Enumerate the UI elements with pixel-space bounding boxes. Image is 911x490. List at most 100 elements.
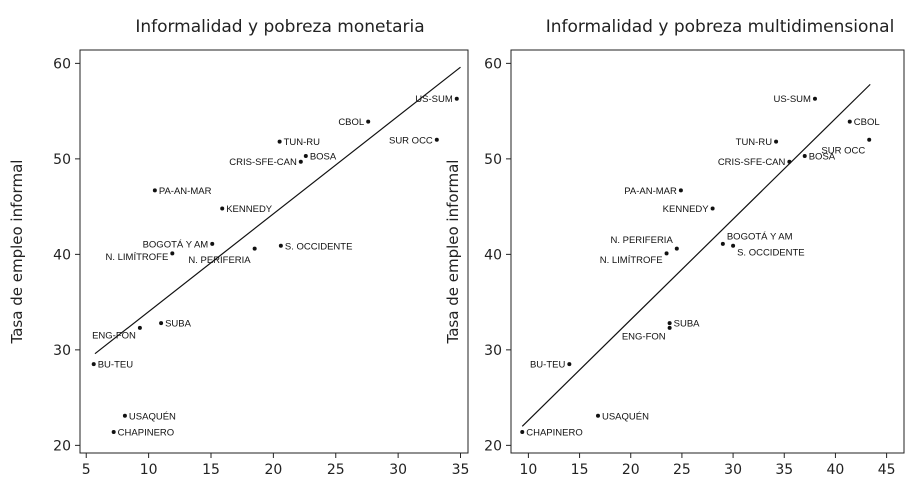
point-bogota-y-am	[720, 241, 725, 246]
fit-line	[94, 66, 461, 355]
point-label-us-sum: US-SUM	[415, 94, 453, 105]
point-bosa	[303, 154, 308, 159]
y-tick-label: 20	[53, 438, 71, 454]
point-label-sur-occ: SUR OCC	[821, 145, 865, 156]
x-tick-label: 10	[140, 462, 158, 478]
x-tick-label: 20	[622, 462, 640, 478]
point-kennedy	[710, 206, 715, 211]
point-label-cbol: CBOL	[854, 117, 880, 128]
point-label-eng-fon: ENG-FON	[92, 330, 136, 341]
point-bu-teu	[91, 362, 96, 367]
x-tick-label: 35	[452, 462, 470, 478]
x-tick-label: 20	[264, 462, 282, 478]
point-label-bu-teu: BU-TEU	[98, 360, 134, 371]
y-tick-label: 50	[53, 152, 71, 168]
point-label-bogota-y-am: BOGOTÁ Y AM	[727, 231, 793, 242]
point-label-bosa: BOSA	[310, 152, 337, 163]
point-cris-sfe-can	[787, 159, 792, 164]
point-tun-ru	[277, 139, 282, 144]
y-axis-label: Tasa de empleo informal	[8, 160, 26, 345]
point-chapinero	[520, 429, 525, 434]
chart-title: Informalidad y pobreza monetaria	[135, 17, 424, 37]
point-label-sur-occ: SUR OCC	[389, 135, 433, 146]
point-tun-ru	[774, 139, 779, 144]
point-label-usaquen: USAQUÉN	[602, 411, 649, 422]
point-cbol	[366, 119, 371, 124]
point-pa-an-mar	[152, 188, 157, 193]
point-label-bosa: BOSA	[809, 152, 836, 163]
point-label-tun-ru: TUN-RU	[736, 137, 773, 148]
point-pa-an-mar	[678, 188, 683, 193]
point-label-tun-ru: TUN-RU	[284, 137, 321, 148]
point-n-limitrofe	[664, 251, 669, 256]
point-label-usaquen: USAQUÉN	[129, 411, 176, 422]
chart-panel-multidimensional: Informalidad y pobreza multidimensional T…	[444, 17, 905, 478]
y-tick-label: 60	[53, 56, 71, 72]
point-label-chapinero: CHAPINERO	[118, 427, 174, 438]
point-usaquen	[122, 413, 127, 418]
point-label-bogota-y-am: BOGOTÁ Y AM	[143, 239, 209, 250]
point-eng-fon	[137, 325, 142, 330]
x-tick-label: 5	[82, 462, 91, 478]
point-label-eng-fon: ENG-FON	[622, 331, 666, 342]
point-s-occidente	[278, 243, 283, 248]
point-label-pa-an-mar: PA-AN-MAR	[159, 186, 212, 197]
point-label-n-limitrofe: N. LIMÍTROFE	[600, 255, 663, 266]
point-eng-fon	[667, 325, 672, 330]
point-s-occidente	[731, 243, 736, 248]
x-tick-label: 25	[673, 462, 691, 478]
point-n-periferia	[674, 246, 679, 251]
y-tick-label: 20	[484, 438, 502, 454]
x-tick-label: 45	[878, 462, 896, 478]
chart-title: Informalidad y pobreza multidimensional	[546, 17, 895, 37]
point-label-s-occidente: S. OCCIDENTE	[285, 241, 353, 252]
y-tick-label: 30	[53, 343, 71, 359]
point-label-kennedy: KENNEDY	[226, 204, 273, 215]
point-n-limitrofe	[170, 251, 175, 256]
point-sur-occ	[434, 137, 439, 142]
x-tick-label: 10	[519, 462, 537, 478]
point-usaquen	[595, 413, 600, 418]
fit-line	[521, 83, 871, 427]
y-tick-label: 60	[484, 56, 502, 72]
plot-area-frame	[510, 49, 905, 454]
point-bogota-y-am	[210, 241, 215, 246]
point-label-n-limitrofe: N. LIMÍTROFE	[106, 252, 169, 263]
point-cbol	[847, 119, 852, 124]
point-label-suba: SUBA	[165, 319, 192, 330]
point-suba	[159, 321, 164, 326]
plot-area-frame	[79, 49, 469, 454]
point-label-us-sum: US-SUM	[773, 94, 811, 105]
x-tick-label: 30	[724, 462, 742, 478]
y-tick-label: 50	[484, 152, 502, 168]
point-us-sum	[812, 96, 817, 101]
point-label-n-periferia: N. PERIFERIA	[188, 255, 251, 266]
point-label-bu-teu: BU-TEU	[530, 360, 566, 371]
point-label-s-occidente: S. OCCIDENTE	[737, 247, 805, 258]
x-tick-label: 40	[827, 462, 845, 478]
point-label-cris-sfe-can: CRIS-SFE-CAN	[229, 157, 297, 168]
y-tick-label: 30	[484, 343, 502, 359]
point-cris-sfe-can	[298, 159, 303, 164]
point-sur-occ	[867, 137, 872, 142]
point-label-n-periferia: N. PERIFERIA	[611, 235, 674, 246]
point-label-pa-an-mar: PA-AN-MAR	[624, 186, 677, 197]
x-tick-label: 15	[571, 462, 589, 478]
point-kennedy	[220, 206, 225, 211]
x-tick-label: 15	[202, 462, 220, 478]
point-n-periferia	[252, 246, 257, 251]
point-label-suba: SUBA	[674, 319, 701, 330]
chart-panel-monetaria: Informalidad y pobreza monetaria Tasa de …	[8, 17, 469, 478]
point-label-chapinero: CHAPINERO	[526, 427, 582, 438]
y-axis-label: Tasa de empleo informal	[444, 160, 462, 345]
point-us-sum	[454, 96, 459, 101]
point-label-cbol: CBOL	[338, 117, 364, 128]
x-tick-label: 35	[775, 462, 793, 478]
y-tick-label: 40	[53, 247, 71, 263]
point-suba	[667, 321, 672, 326]
point-bu-teu	[567, 362, 572, 367]
x-tick-label: 25	[327, 462, 345, 478]
x-tick-label: 30	[389, 462, 407, 478]
point-chapinero	[111, 429, 116, 434]
